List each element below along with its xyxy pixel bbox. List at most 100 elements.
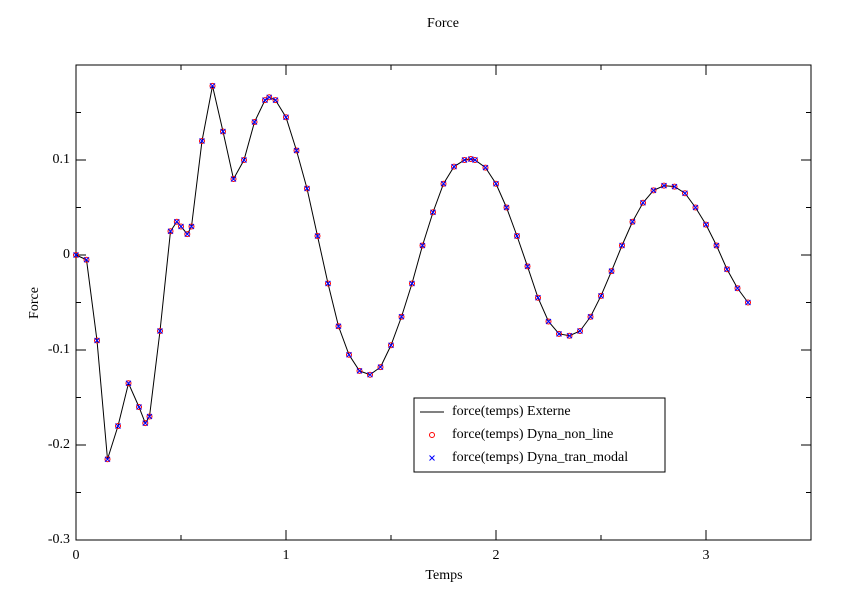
circle-marker <box>451 163 457 170</box>
circle-marker <box>241 157 247 163</box>
cross-marker <box>440 180 447 187</box>
cross-marker <box>524 263 531 270</box>
circle-marker <box>283 114 289 121</box>
circle-marker <box>745 299 751 306</box>
cross-marker <box>367 371 373 378</box>
cross-marker <box>682 190 688 197</box>
cross-marker <box>125 380 132 387</box>
circle-marker <box>136 404 142 410</box>
cross-marker <box>629 218 636 225</box>
circle-marker <box>367 371 373 378</box>
cross-marker <box>157 328 163 334</box>
cross-marker <box>230 176 237 182</box>
circle-marker <box>220 128 226 135</box>
cross-marker <box>356 368 363 374</box>
cross-marker <box>671 183 678 190</box>
cross-marker <box>188 223 195 230</box>
legend-marker <box>429 455 435 461</box>
cross-marker <box>661 182 667 189</box>
cross-marker <box>703 221 709 228</box>
cross-marker <box>266 94 273 101</box>
circle-marker <box>640 199 646 206</box>
cross-marker <box>745 299 751 306</box>
circle-marker <box>94 337 100 344</box>
circle-marker <box>734 285 741 292</box>
cross-marker <box>178 223 184 230</box>
cross-marker <box>272 97 279 104</box>
circle-marker <box>514 233 520 239</box>
circle-marker <box>188 223 195 230</box>
cross-marker <box>73 252 79 258</box>
circle-marker <box>482 164 489 171</box>
circle-marker <box>703 221 709 228</box>
cross-marker <box>398 313 405 320</box>
circle-marker <box>173 218 180 225</box>
circle-marker <box>545 318 552 325</box>
circle-marker <box>419 242 426 249</box>
cross-marker <box>241 157 247 163</box>
cross-marker <box>262 97 268 104</box>
circle-marker <box>461 157 468 163</box>
cross-marker <box>115 423 121 429</box>
circle-marker <box>266 94 273 101</box>
circle-marker <box>650 187 657 194</box>
y-tick-label: 0.1 <box>53 152 71 167</box>
circle-marker <box>184 231 191 238</box>
cross-marker <box>409 280 415 287</box>
cross-marker <box>587 313 594 320</box>
circle-marker <box>335 323 342 330</box>
circle-marker <box>503 204 510 211</box>
cross-marker <box>314 233 321 239</box>
cross-marker <box>577 328 583 334</box>
cross-marker <box>514 233 520 239</box>
cross-marker <box>388 342 394 349</box>
legend-box <box>413 397 666 473</box>
cross-marker <box>136 404 142 410</box>
circle-marker <box>388 342 394 349</box>
circle-marker <box>713 242 720 249</box>
circle-marker <box>272 97 279 104</box>
cross-marker <box>346 351 352 358</box>
x-tick-label: 3 <box>703 548 710 563</box>
circle-marker <box>587 313 594 320</box>
cross-marker <box>146 413 153 420</box>
circle-marker <box>524 263 531 270</box>
circle-marker <box>377 364 384 371</box>
cross-marker <box>566 332 573 339</box>
circle-marker <box>142 420 149 427</box>
circle-marker <box>472 157 478 163</box>
cross-marker <box>472 157 478 163</box>
cross-marker <box>293 147 300 154</box>
legend-label: force(temps) Dyna_non_line <box>452 427 613 442</box>
cross-marker <box>608 268 615 275</box>
circle-marker <box>115 423 121 429</box>
cross-marker <box>724 266 730 273</box>
cross-marker <box>619 242 625 249</box>
circle-marker <box>430 209 436 216</box>
circle-marker <box>262 97 268 104</box>
x-tick-label: 2 <box>493 548 500 563</box>
x-tick-label: 0 <box>73 548 80 563</box>
cross-marker <box>598 292 604 299</box>
circle-marker <box>325 280 331 287</box>
circle-marker <box>356 367 363 374</box>
cross-marker <box>640 199 646 206</box>
cross-marker <box>251 119 258 125</box>
circle-marker <box>608 268 615 275</box>
y-tick-label: 0 <box>63 247 70 262</box>
circle-marker <box>314 233 321 239</box>
cross-marker <box>199 138 205 144</box>
circle-marker <box>598 292 604 299</box>
cross-marker <box>493 180 499 187</box>
circle-marker <box>209 82 216 89</box>
circle-marker <box>692 204 699 211</box>
y-tick-label: -0.3 <box>48 532 70 547</box>
circle-marker <box>304 185 310 192</box>
circle-marker <box>724 266 730 273</box>
circle-marker <box>199 138 205 144</box>
circle-marker <box>293 147 300 154</box>
cross-marker <box>142 420 149 427</box>
cross-marker <box>167 228 174 235</box>
cross-marker <box>173 218 180 225</box>
